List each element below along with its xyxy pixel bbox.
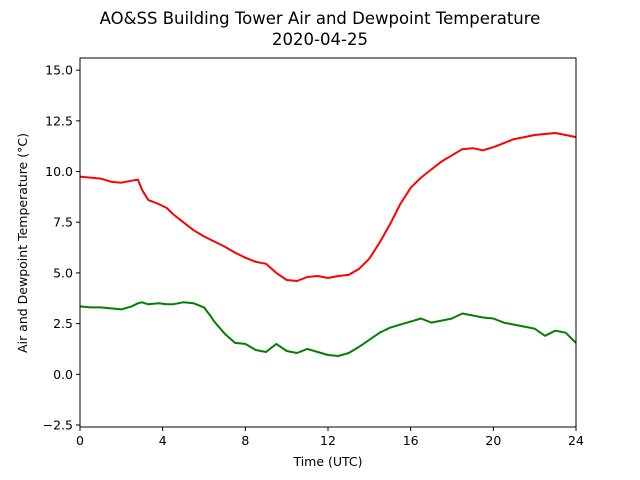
series-line-0 [79, 132, 577, 282]
chart-subtitle: 2020-04-25 [272, 30, 368, 49]
y-axis-ticks: −2.5 0.0 2.5 5.0 7.5 10.0 12.5 15.0 [43, 63, 80, 432]
y-axis-label: Air and Dewpoint Temperature (°C) [15, 133, 30, 353]
y-tick-label: −2.5 [43, 417, 73, 432]
x-tick-label: 16 [403, 433, 419, 448]
y-tick-label: 0.0 [53, 367, 73, 382]
y-tick-label: 12.5 [45, 113, 73, 128]
x-tick-label: 20 [485, 433, 501, 448]
x-tick-label: 8 [241, 433, 249, 448]
plot-series [79, 132, 577, 357]
series-line-1 [79, 301, 577, 357]
x-tick-label: 0 [76, 433, 84, 448]
x-axis-ticks: 0 4 8 12 16 20 24 [76, 427, 584, 448]
y-tick-label: 5.0 [53, 265, 73, 280]
y-tick-label: 15.0 [45, 63, 73, 78]
x-axis-label: Time (UTC) [292, 454, 362, 469]
y-tick-label: 10.0 [45, 164, 73, 179]
y-tick-label: 2.5 [53, 316, 73, 331]
plot-frame [79, 57, 577, 428]
y-tick-label: 7.5 [53, 215, 73, 230]
x-tick-label: 4 [159, 433, 167, 448]
chart-title: AO&SS Building Tower Air and Dewpoint Te… [100, 9, 541, 28]
x-tick-label: 24 [568, 433, 584, 448]
x-tick-label: 12 [320, 433, 336, 448]
